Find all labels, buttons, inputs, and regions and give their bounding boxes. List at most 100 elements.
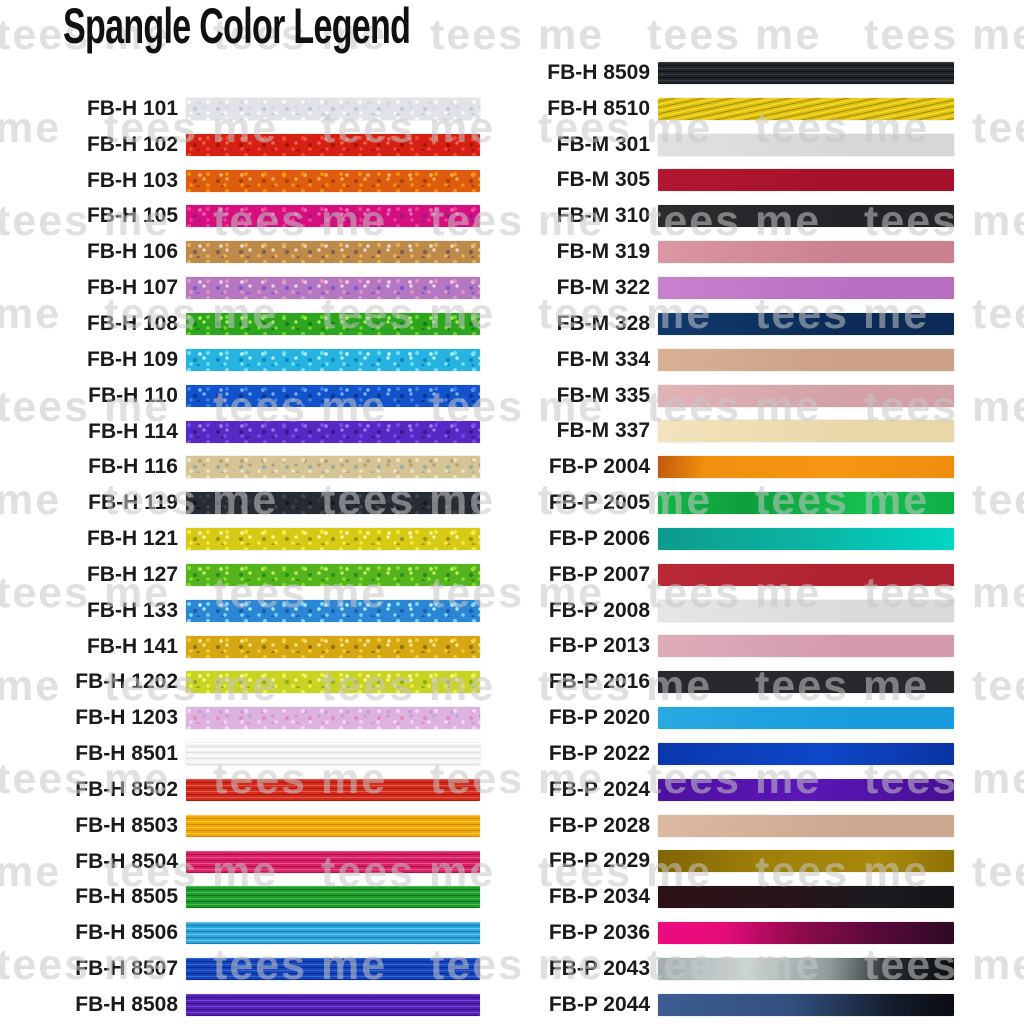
swatch-row: FB-P 2006 [480,521,954,557]
swatch-bar [658,563,954,586]
swatch-bar [658,97,954,120]
swatch-row: FB-H 8504 [0,844,480,880]
swatch-label: FB-H 141 [86,634,178,658]
swatch-label: FB-H 121 [86,527,178,551]
swatch-label: FB-P 2016 [548,670,650,694]
watermark-text: tees me [972,662,1024,710]
swatch-row: FB-H 8505 [0,880,480,916]
watermark-text: tees me [864,11,1024,59]
swatch-label: FB-H 8501 [75,742,178,766]
swatch-bar [658,742,954,765]
swatch-label: FB-P 2036 [548,921,650,945]
swatch-bar [658,599,954,622]
watermark-text: tees me [972,290,1024,338]
swatch-label: FB-P 2004 [548,455,650,479]
swatch-row: FB-H 8506 [0,915,480,951]
swatch-label: FB-H 8504 [75,849,178,873]
swatch-label: FB-P 2043 [548,957,650,981]
swatch-bar [186,133,480,156]
swatch-row: FB-M 310 [480,198,954,234]
swatch-label: FB-M 301 [556,132,650,156]
swatch-bar [186,563,480,586]
swatch-row: FB-H 114 [0,414,480,450]
swatch-bar [186,814,480,837]
watermark-text: tees me [972,104,1024,152]
watermark-text: tees me [647,11,822,59]
watermark-text: tees me [430,11,605,59]
swatch-label: FB-H 1202 [75,670,178,694]
swatch-label: FB-H 8506 [75,921,178,945]
swatch-row: FB-M 319 [480,234,954,270]
swatch-bar [658,312,954,335]
swatch-bar [186,886,480,909]
swatch-label: FB-H 107 [86,276,178,300]
swatch-label: FB-H 119 [88,491,178,515]
swatch-label: FB-P 2029 [548,849,650,873]
swatch-label: FB-P 2020 [548,706,650,730]
swatch-row: FB-H 8503 [0,808,480,844]
swatch-label: FB-P 2044 [548,992,650,1016]
swatch-row: FB-P 2024 [480,772,954,808]
swatch-label: FB-H 1203 [75,706,178,730]
swatch-label: FB-H 110 [88,383,178,407]
swatch-row: FB-P 2044 [480,987,954,1023]
swatch-row: FB-H 109 [0,342,480,378]
swatch-bar [186,778,480,801]
swatch-bar [658,61,954,84]
swatch-label: FB-H 8509 [547,60,650,84]
swatch-row: FB-P 2029 [480,844,954,880]
swatch-bar [186,922,480,945]
swatch-bar [186,169,480,192]
swatch-row: FB-P 2043 [480,951,954,987]
swatch-row: FB-H 8509 [480,55,954,91]
swatch-label: FB-M 337 [556,419,650,443]
legend-column-right: FB-H 8509 FB-H 8510 FB-M 301 FB-M 305 FB… [480,55,954,1023]
swatch-bar [658,420,954,443]
swatch-row: FB-M 337 [480,413,954,449]
swatch-label: FB-H 8502 [75,777,178,801]
swatch-row: FB-P 2004 [480,449,954,485]
swatch-row: FB-H 1203 [0,700,480,736]
swatch-bar [658,276,954,299]
swatch-bar [658,886,954,909]
swatch-row: FB-M 335 [480,378,954,414]
swatch-row: FB-P 2016 [480,664,954,700]
swatch-row: FB-H 8501 [0,736,480,772]
swatch-row: FB-H 8508 [0,987,480,1023]
swatch-bar [658,492,954,515]
swatch-bar [186,743,480,766]
swatch-row: FB-P 2020 [480,700,954,736]
swatch-label: FB-H 8503 [75,813,178,837]
swatch-row: FB-H 8502 [0,772,480,808]
swatch-label: FB-H 101 [86,96,178,120]
swatch-row: FB-H 8510 [480,91,954,127]
swatch-label: FB-H 108 [86,311,178,335]
swatch-bar [186,348,480,371]
swatch-row: FB-H 110 [0,378,480,414]
swatch-bar [658,456,954,479]
swatch-label: FB-P 2008 [548,598,650,622]
swatch-bar [658,241,954,264]
watermark-text: tees me [972,848,1024,896]
swatch-row: FB-H 105 [0,199,480,235]
swatch-bar [186,850,480,873]
swatch-label: FB-M 328 [556,311,650,335]
swatch-row: FB-M 328 [480,306,954,342]
swatch-bar [658,778,954,801]
swatch-bar [658,671,954,694]
swatch-row: FB-H 101 [0,91,480,127]
swatch-row: FB-M 322 [480,270,954,306]
swatch-label: FB-P 2028 [548,813,650,837]
swatch-label: FB-H 114 [88,419,178,443]
swatch-bar [186,456,480,479]
swatch-row: FB-H 107 [0,270,480,306]
swatch-label: FB-H 105 [86,204,178,228]
swatch-row: FB-P 2034 [480,879,954,915]
swatch-row: FB-M 334 [480,342,954,378]
swatch-bar [658,635,954,658]
swatch-bar [186,384,480,407]
watermark-text: tees me [972,476,1024,524]
swatch-bar [658,133,954,156]
swatch-label: FB-H 127 [86,562,178,586]
